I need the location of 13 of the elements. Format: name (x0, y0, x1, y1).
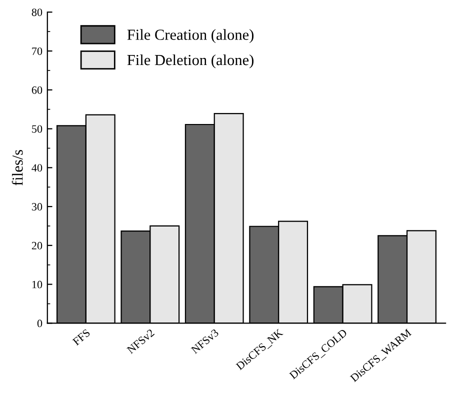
y-tick-label: 80 (32, 8, 42, 16)
y-axis-title: files/s (12, 150, 23, 186)
y-tick-label: 0 (37, 320, 42, 328)
y-tick-label: 40 (32, 164, 42, 172)
y-tick-label: 20 (32, 242, 42, 250)
legend-label: File Deletion (alone) (127, 54, 254, 68)
x-tick-label: FFS (72, 328, 90, 346)
y-tick-label: 50 (32, 125, 42, 133)
legend-label: File Creation (alone) (127, 29, 254, 44)
y-tick-label: 70 (32, 47, 42, 55)
y-tick-label: 30 (32, 203, 42, 211)
y-tick-label: 10 (32, 280, 42, 288)
y-tick-label: 60 (32, 86, 42, 94)
